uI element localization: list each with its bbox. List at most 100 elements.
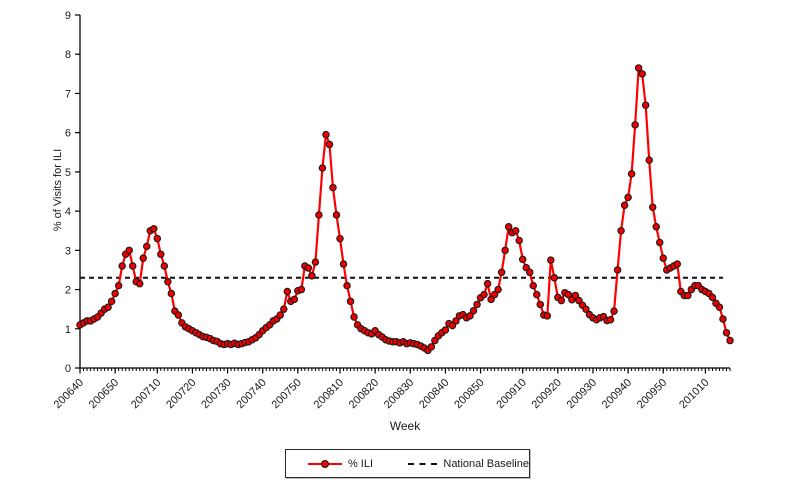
x-tick-label: 200720 xyxy=(164,377,198,411)
ili-data-point xyxy=(638,70,646,78)
ili-data-point xyxy=(582,305,590,313)
x-tick-label: 200920 xyxy=(530,377,564,411)
ili-data-point xyxy=(139,254,147,262)
ili-data-point xyxy=(673,260,682,268)
x-tick-label: 200930 xyxy=(565,377,599,411)
ili-data-point xyxy=(518,255,527,264)
ili-data-point xyxy=(536,300,545,309)
ili-data-point xyxy=(620,201,629,209)
ili-data-point xyxy=(504,223,513,231)
ili-data-point xyxy=(315,211,323,219)
ili-data-point xyxy=(525,268,534,277)
ili-data-point xyxy=(164,277,172,286)
ili-data-point xyxy=(318,164,327,172)
ili-data-point xyxy=(617,226,625,235)
ili-data-point xyxy=(564,290,573,299)
y-tick-label: 1 xyxy=(65,324,71,336)
y-tick-label: 6 xyxy=(65,128,71,140)
ili-data-point xyxy=(571,291,580,300)
y-tick-label: 8 xyxy=(65,49,71,61)
x-tick-label: 200840 xyxy=(417,377,451,411)
ili-series-line xyxy=(79,66,732,352)
y-tick-label: 9 xyxy=(65,10,71,22)
x-tick-label: 200820 xyxy=(347,377,381,411)
legend-label-baseline: National Baseline xyxy=(443,457,529,470)
ili-data-point xyxy=(114,281,123,290)
ili-data-point xyxy=(107,297,116,306)
ili-data-point xyxy=(290,295,299,304)
ili-data-point xyxy=(336,234,344,243)
ili-data-point xyxy=(297,285,306,294)
ili-data-point xyxy=(652,223,660,231)
ili-data-point xyxy=(280,305,288,313)
ili-data-point xyxy=(722,328,731,337)
ili-data-point xyxy=(167,289,176,298)
ili-data-point xyxy=(483,279,492,288)
ili-data-point xyxy=(329,183,337,192)
ili-data-point xyxy=(466,312,474,320)
ili-data-point xyxy=(350,313,358,321)
ili-data-point xyxy=(174,311,183,319)
ili-data-point xyxy=(339,260,348,268)
ili-data-point xyxy=(726,336,734,345)
y-tick-label: 2 xyxy=(65,285,71,297)
ili-data-point xyxy=(529,281,537,290)
legend-label-ili: % ILI xyxy=(347,457,374,470)
ili-data-point xyxy=(627,170,636,178)
ili-data-point xyxy=(452,317,460,325)
ili-legend-line-sample xyxy=(308,459,342,468)
ili-data-point xyxy=(332,211,341,219)
x-axis-title: Week xyxy=(389,419,421,433)
baseline-legend-dash-sample xyxy=(408,462,438,465)
ili-data-point xyxy=(648,203,657,211)
legend-box: % ILI National Baseline xyxy=(285,449,530,478)
x-tick-label: 200650 xyxy=(87,377,121,411)
ili-data-point xyxy=(497,268,506,277)
x-tick-label: 200910 xyxy=(494,377,528,411)
y-tick-label: 4 xyxy=(65,206,71,218)
ili-data-point xyxy=(343,281,351,290)
ili-data-point xyxy=(135,279,144,288)
ili-data-point xyxy=(157,250,165,259)
ili-marker-icon xyxy=(320,459,329,468)
ili-data-point xyxy=(346,297,355,306)
ili-data-point xyxy=(325,140,334,149)
ili-data-point xyxy=(143,242,151,251)
x-tick-label: 200740 xyxy=(234,377,268,411)
ili-data-point xyxy=(557,296,566,305)
ili-data-point xyxy=(104,303,112,311)
ili-data-point xyxy=(494,285,502,294)
ili-data-point xyxy=(308,272,316,280)
y-axis-title: % of Visits for ILI xyxy=(52,148,64,232)
ili-data-point xyxy=(322,130,330,139)
ili-data-point xyxy=(480,290,488,299)
ili-data-point xyxy=(610,307,618,315)
ili-data-point xyxy=(708,293,717,302)
ili-data-point xyxy=(150,225,158,233)
x-tick-label: 200750 xyxy=(270,377,304,411)
ili-data-point xyxy=(304,264,313,272)
y-tick-label: 0 xyxy=(65,363,71,375)
y-tick-label: 3 xyxy=(65,245,71,257)
ili-data-point xyxy=(631,121,639,129)
x-tick-label: 200710 xyxy=(129,377,163,411)
ili-line-chart: 0 1 2 3 4 5 6 7 8 9 200640 200650 200710 200720 200730… xyxy=(52,10,734,411)
x-tick-label: 201010 xyxy=(677,377,711,411)
ili-data-point xyxy=(111,289,119,298)
x-tick-label: 200940 xyxy=(600,377,634,411)
ili-data-point xyxy=(547,256,555,264)
ili-data-point xyxy=(125,246,133,255)
ili-data-point xyxy=(283,287,292,296)
ili-data-point xyxy=(160,262,169,270)
ili-data-point xyxy=(153,234,162,243)
ili-data-point xyxy=(118,262,126,270)
ili-data-point xyxy=(441,326,450,334)
ili-data-point xyxy=(511,226,520,235)
ili-data-point xyxy=(655,238,664,247)
ili-data-point xyxy=(624,193,632,202)
x-tick-label: 200850 xyxy=(452,377,486,411)
ili-data-point xyxy=(550,274,559,282)
ili-data-point xyxy=(613,266,622,274)
x-tick-label: 200730 xyxy=(199,377,233,411)
